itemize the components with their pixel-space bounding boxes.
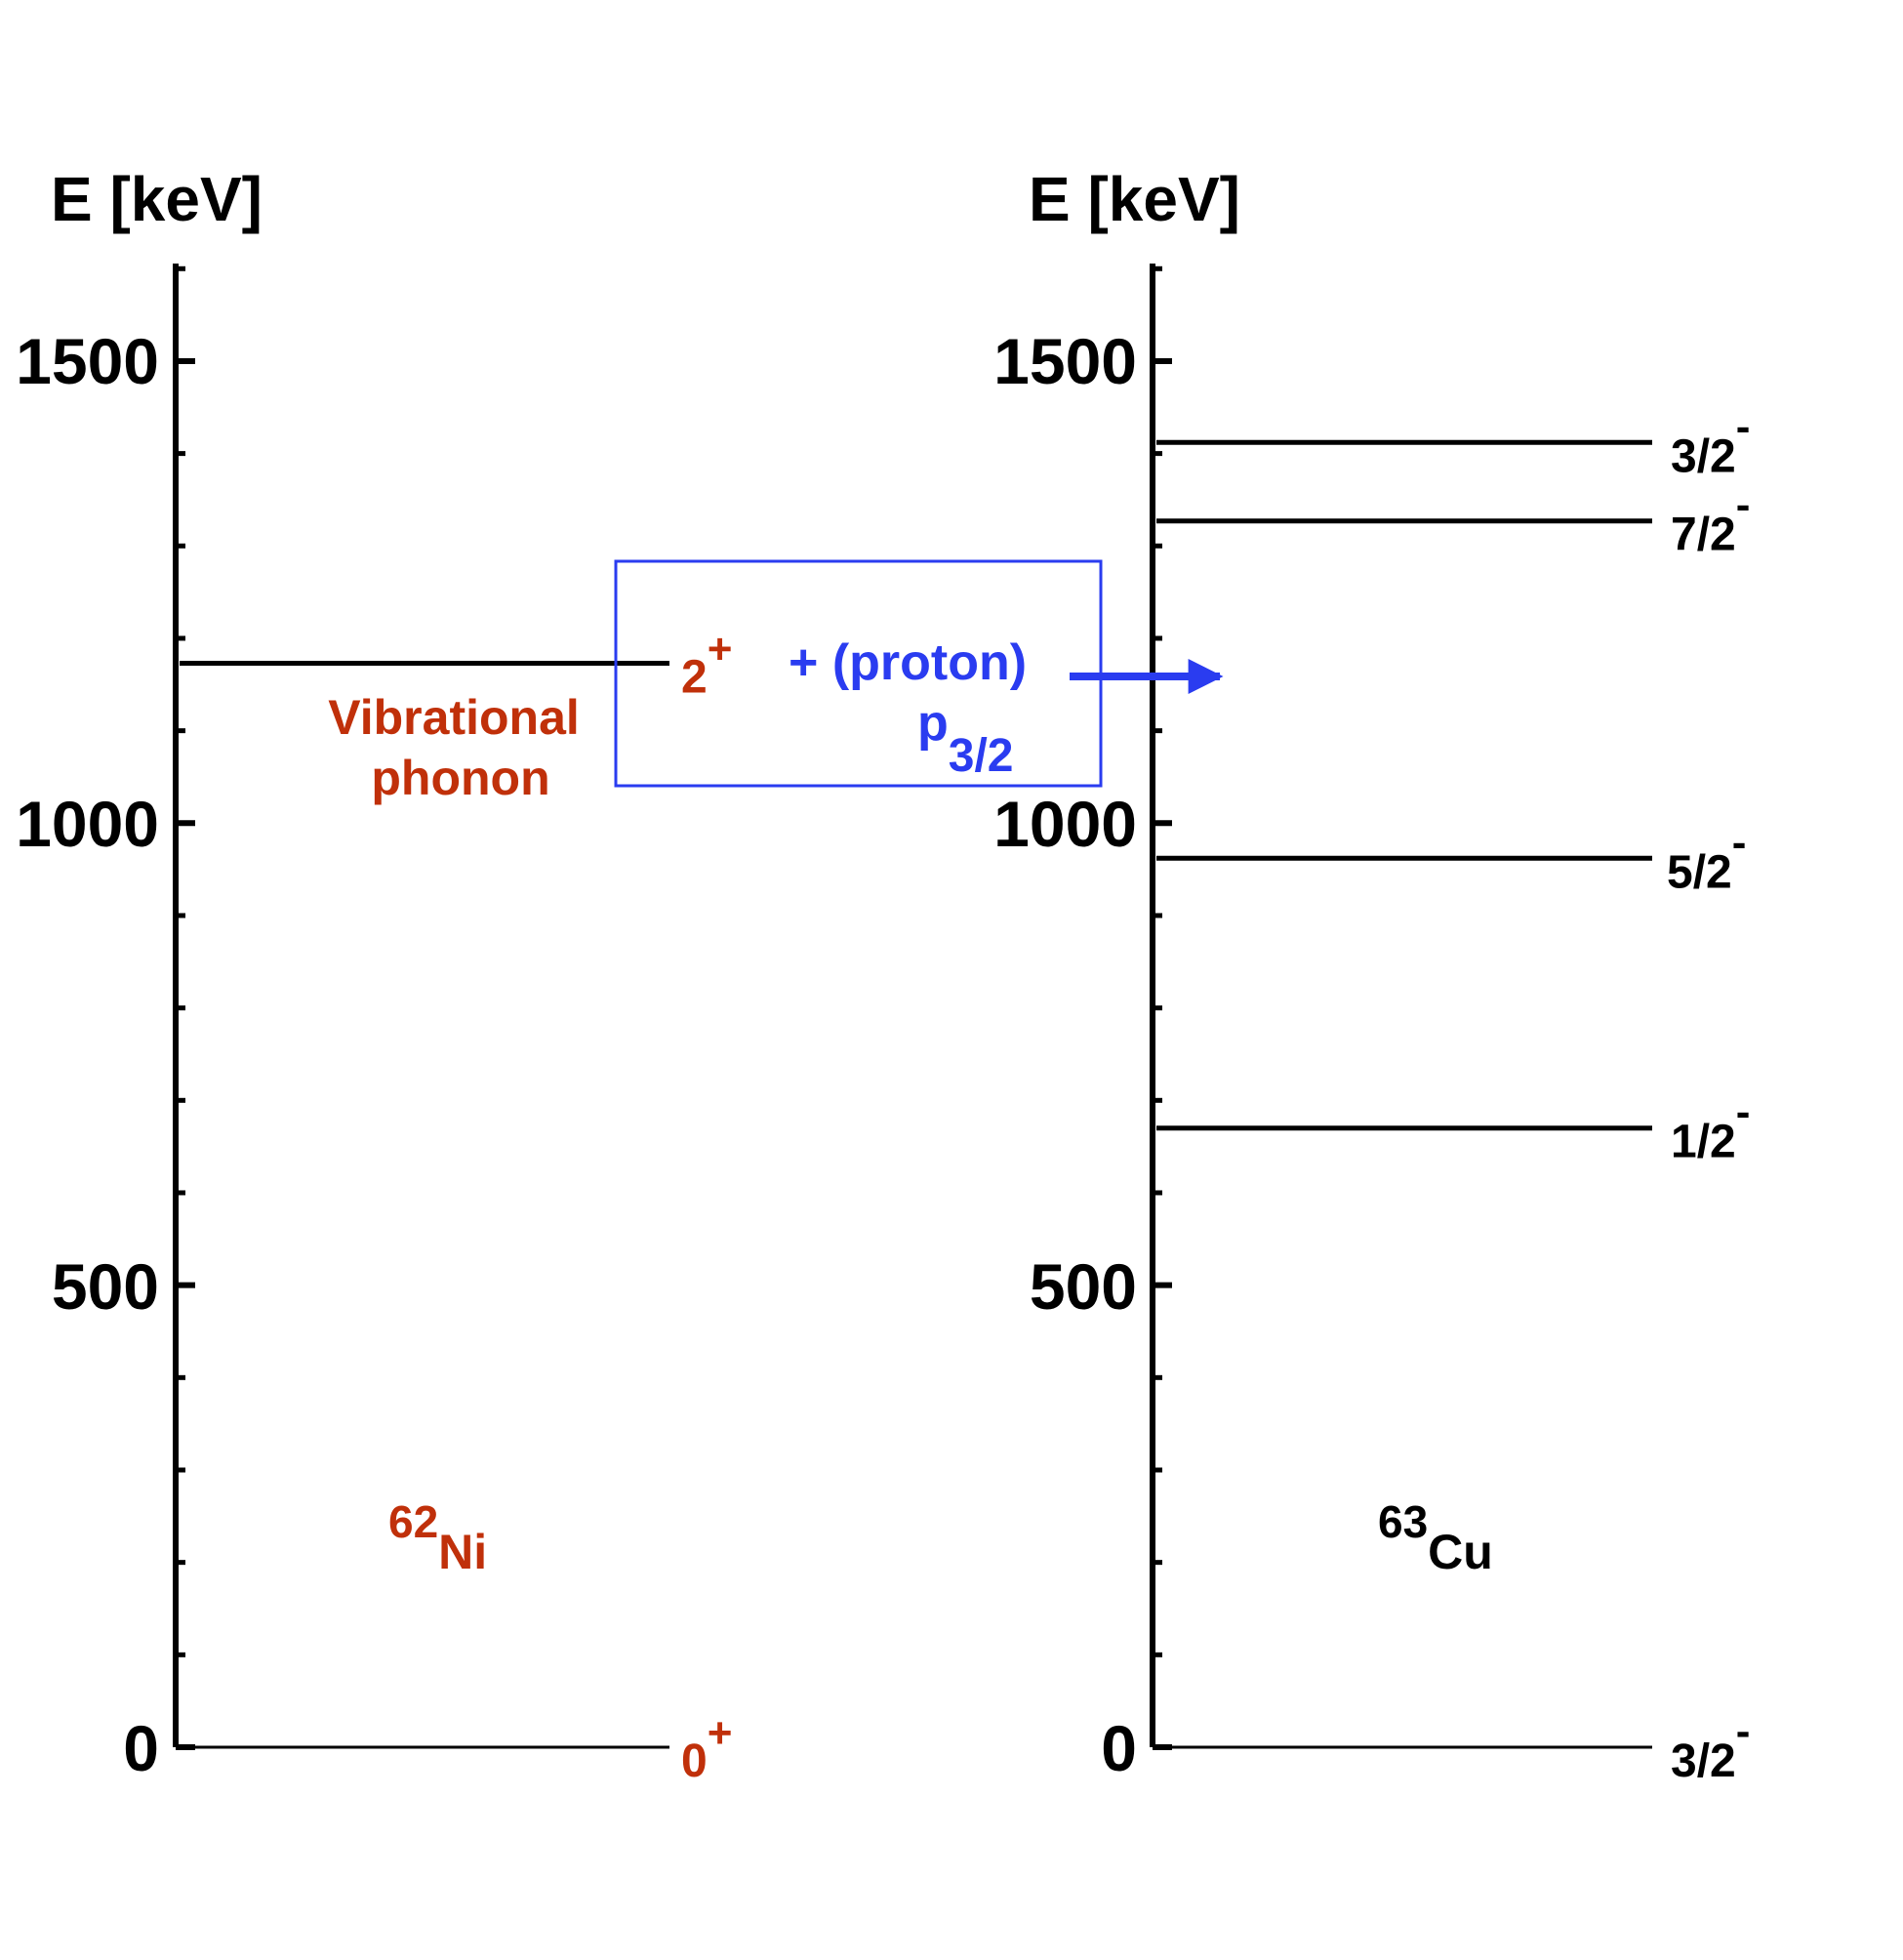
- ni-level-0-parity: +: [708, 1709, 733, 1757]
- right-tick-label-1500: 1500: [993, 325, 1137, 397]
- coupling-box: + (proton) p3/2: [614, 559, 1224, 788]
- left-tick-label-1500: 1500: [16, 325, 159, 397]
- left-axis-title: E [keV]: [51, 164, 263, 234]
- ni-level-0-jpi: 0+: [681, 1709, 732, 1787]
- cu-level-1412-jpi: 3/2-: [1671, 402, 1750, 482]
- left-tick-label-0: 0: [123, 1712, 159, 1784]
- coupling-orbital-label: p3/2: [917, 695, 1014, 782]
- panel-62ni: E [keV] 0 500 1000 1500 0+ 2+ Vibrationa…: [16, 164, 732, 1787]
- cu-level-0-parity: -: [1736, 1707, 1751, 1755]
- cu-level-962-parity: -: [1732, 818, 1747, 866]
- right-tick-label-1000: 1000: [993, 788, 1137, 860]
- panel-63cu: E [keV] 0 500 1000 1500 3/2- 1/2- 5/2- 7…: [993, 164, 1750, 1787]
- ni-level-0-spin: 0: [681, 1735, 708, 1787]
- cu-level-962-spin: 5/2: [1667, 846, 1732, 898]
- ni-nucleus-label: 62Ni: [388, 1496, 487, 1579]
- right-axis-title: E [keV]: [1029, 164, 1240, 234]
- left-tick-label-500: 500: [52, 1250, 159, 1323]
- ni-level-1173-parity: +: [708, 626, 733, 674]
- cu-level-670-parity: -: [1736, 1088, 1751, 1136]
- cu-level-962-jpi: 5/2-: [1667, 818, 1746, 898]
- right-tick-label-0: 0: [1101, 1712, 1137, 1784]
- cu-level-1327-jpi: 7/2-: [1671, 481, 1750, 561]
- ni-level-1173-jpi: 2+: [681, 626, 732, 704]
- cu-level-0-jpi: 3/2-: [1671, 1707, 1750, 1787]
- cu-level-1412-parity: -: [1736, 402, 1751, 450]
- cu-level-670-jpi: 1/2-: [1671, 1088, 1750, 1168]
- cu-level-1327-spin: 7/2: [1671, 510, 1736, 561]
- ni-level-1173-spin: 2: [681, 652, 708, 704]
- right-tick-label-500: 500: [1030, 1250, 1137, 1323]
- cu-level-0-spin: 3/2: [1671, 1735, 1736, 1787]
- vibrational-phonon-label: Vibrational phonon: [328, 690, 592, 805]
- left-axis-ticks: [176, 265, 195, 1750]
- coupling-proton-label: + (proton): [789, 634, 1027, 691]
- left-tick-label-1000: 1000: [16, 788, 159, 860]
- cu-level-670-spin: 1/2: [1671, 1117, 1736, 1168]
- cu-level-1412-spin: 3/2: [1671, 430, 1736, 482]
- cu-level-1327-parity: -: [1736, 481, 1751, 529]
- cu-nucleus-label: 63Cu: [1378, 1496, 1493, 1579]
